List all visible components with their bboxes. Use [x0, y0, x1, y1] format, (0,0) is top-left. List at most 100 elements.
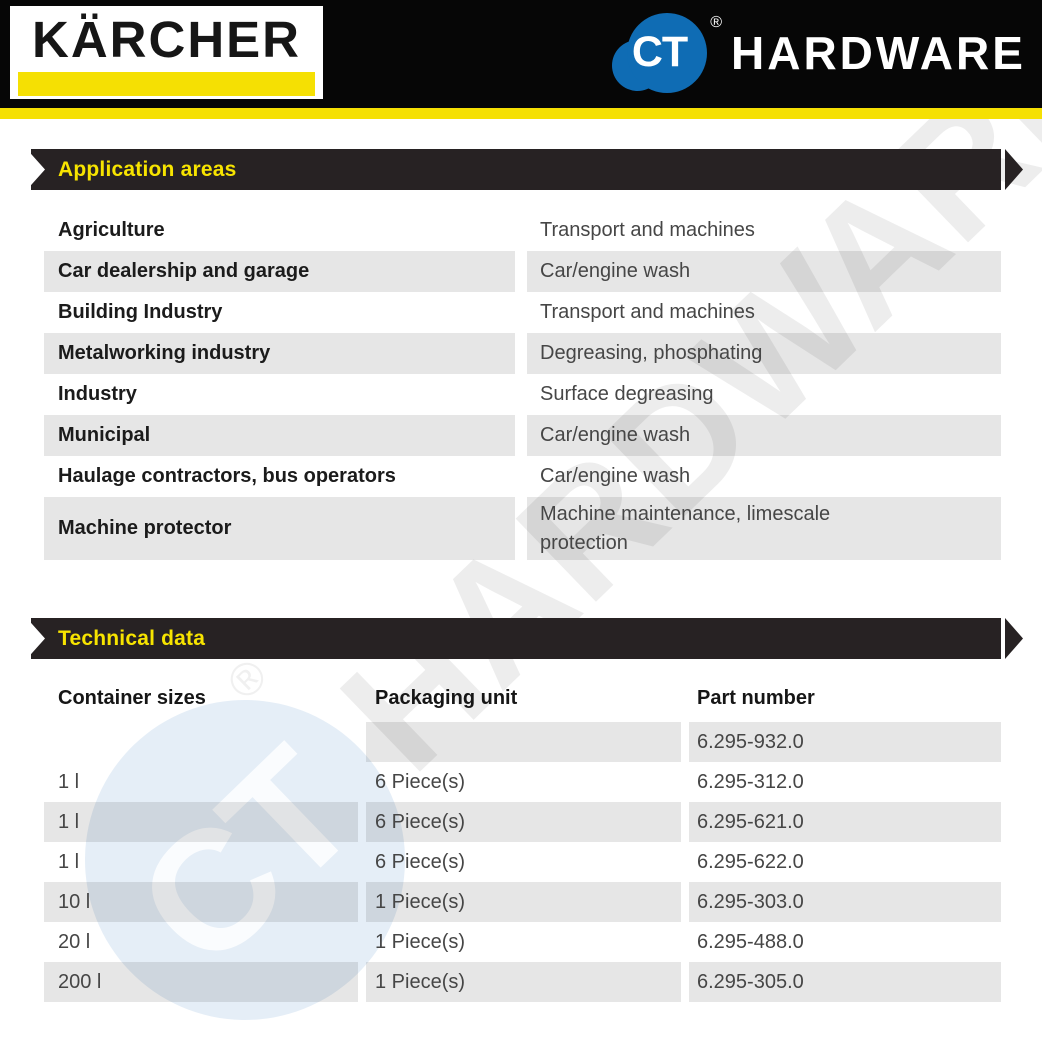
application-areas-title: Application areas — [58, 158, 237, 181]
application-area-label: Building Industry — [58, 301, 223, 323]
karcher-logo-text: KÄRCHER — [32, 11, 301, 68]
container-size-cell: 10 l — [44, 882, 358, 922]
container-size-value: 1 l — [58, 850, 80, 873]
container-size-value: 200 l — [58, 970, 102, 993]
ct-cloud-icon: CT ® — [612, 13, 722, 93]
application-use-cell: Machine maintenance, limescale protectio… — [527, 497, 1001, 560]
banner-arrow-icon — [1005, 149, 1023, 190]
technical-data-banner: Technical data — [31, 618, 1023, 659]
application-area-cell: Industry — [44, 374, 515, 415]
application-area-cell: Machine protector — [44, 497, 515, 560]
application-area-cell: Metalworking industry — [44, 333, 515, 374]
application-use-cell: Car/engine wash — [527, 415, 1001, 456]
application-table-row: Metalworking industry Degreasing, phosph… — [44, 333, 1001, 374]
ct-logo-text: CT — [631, 28, 688, 76]
application-use-cell: Degreasing, phosphating — [527, 333, 1001, 374]
application-use-value: Machine maintenance, limescale protectio… — [540, 502, 831, 554]
packaging-unit-cell — [366, 722, 681, 762]
technical-table-row: 6.295-932.0 — [44, 722, 1001, 762]
application-area-label: Car dealership and garage — [58, 260, 310, 282]
application-use-value: Transport and machines — [540, 301, 755, 323]
part-number-value: 6.295-932.0 — [697, 730, 804, 753]
application-use-cell: Transport and machines — [527, 210, 1001, 251]
packaging-unit-value: 1 Piece(s) — [375, 970, 466, 993]
container-size-cell: 1 l — [44, 842, 358, 882]
application-table-row: Car dealership and garage Car/engine was… — [44, 251, 1001, 292]
application-use-value: Car/engine wash — [540, 260, 691, 282]
part-number-value: 6.295-488.0 — [697, 930, 804, 953]
technical-table-header: Container sizes Packaging unit Part numb… — [44, 683, 1001, 713]
hardware-logo-text: HARDWARE — [731, 27, 1026, 79]
banner-arrow-icon — [1005, 618, 1023, 659]
part-number-value: 6.295-312.0 — [697, 770, 804, 793]
application-table-row: Industry Surface degreasing — [44, 374, 1001, 415]
part-number-cell: 6.295-312.0 — [689, 762, 1001, 802]
application-areas-table: Agriculture Transport and machines Car d… — [44, 210, 1001, 560]
application-use-cell: Car/engine wash — [527, 456, 1001, 497]
technical-table-row: 10 l 1 Piece(s) 6.295-303.0 — [44, 882, 1001, 922]
packaging-unit-value: 6 Piece(s) — [375, 850, 466, 873]
packaging-unit-value: 1 Piece(s) — [375, 890, 466, 913]
application-table-row: Municipal Car/engine wash — [44, 415, 1001, 456]
application-area-cell: Haulage contractors, bus operators — [44, 456, 515, 497]
container-size-value: 1 l — [58, 770, 80, 793]
packaging-unit-cell: 6 Piece(s) — [366, 842, 681, 882]
packaging-unit-cell: 6 Piece(s) — [366, 802, 681, 842]
header-yellow-strip — [0, 108, 1042, 119]
application-table-row: Haulage contractors, bus operators Car/e… — [44, 456, 1001, 497]
application-area-cell: Agriculture — [44, 210, 515, 251]
part-number-cell: 6.295-622.0 — [689, 842, 1001, 882]
packaging-unit-value: 1 Piece(s) — [375, 930, 466, 953]
packaging-unit-cell: 1 Piece(s) — [366, 962, 681, 1002]
container-size-cell: 1 l — [44, 762, 358, 802]
column-header-packaging-unit: Packaging unit — [375, 687, 518, 709]
application-table-row: Agriculture Transport and machines — [44, 210, 1001, 251]
container-size-cell: 20 l — [44, 922, 358, 962]
part-number-cell: 6.295-932.0 — [689, 722, 1001, 762]
column-header-container-sizes: Container sizes — [58, 687, 206, 709]
ct-hardware-logo: CT ® HARDWARE — [612, 13, 1026, 93]
packaging-unit-cell: 6 Piece(s) — [366, 762, 681, 802]
technical-table-row: 20 l 1 Piece(s) 6.295-488.0 — [44, 922, 1001, 962]
container-size-value: 10 l — [58, 890, 91, 913]
banner-bar — [31, 618, 1001, 659]
application-areas-banner: Application areas — [31, 149, 1023, 190]
application-use-value: Car/engine wash — [540, 424, 691, 446]
application-table-row: Building Industry Transport and machines — [44, 292, 1001, 333]
registered-trademark-mark: ® — [710, 14, 722, 31]
application-table-row: Machine protector Machine maintenance, l… — [44, 497, 1001, 560]
container-size-cell: 200 l — [44, 962, 358, 1002]
karcher-logo-yellow-bar — [18, 72, 315, 96]
part-number-cell: 6.295-303.0 — [689, 882, 1001, 922]
banner-bar — [31, 149, 1001, 190]
part-number-cell: 6.295-305.0 — [689, 962, 1001, 1002]
part-number-value: 6.295-303.0 — [697, 890, 804, 913]
application-use-value: Surface degreasing — [540, 383, 714, 405]
container-size-value: 20 l — [58, 930, 91, 953]
packaging-unit-cell: 1 Piece(s) — [366, 922, 681, 962]
technical-table-row: 1 l 6 Piece(s) 6.295-312.0 — [44, 762, 1001, 802]
technical-table-row: 200 l 1 Piece(s) 6.295-305.0 — [44, 962, 1001, 1002]
packaging-unit-cell: 1 Piece(s) — [366, 882, 681, 922]
application-use-cell: Transport and machines — [527, 292, 1001, 333]
part-number-cell: 6.295-488.0 — [689, 922, 1001, 962]
application-area-label: Municipal — [58, 424, 151, 446]
document-body: Application areas Agriculture Transport … — [0, 149, 1042, 1002]
technical-table-row: 1 l 6 Piece(s) 6.295-622.0 — [44, 842, 1001, 882]
application-area-label: Metalworking industry — [58, 342, 271, 364]
application-use-value: Car/engine wash — [540, 465, 691, 487]
application-use-cell: Surface degreasing — [527, 374, 1001, 415]
application-area-cell: Building Industry — [44, 292, 515, 333]
application-area-label: Agriculture — [58, 219, 165, 241]
part-number-value: 6.295-621.0 — [697, 810, 804, 833]
container-size-cell: 1 l — [44, 802, 358, 842]
application-area-label: Industry — [58, 383, 137, 405]
karcher-logo: KÄRCHER — [10, 6, 323, 99]
technical-data-table: 6.295-932.0 1 l 6 Piece(s) 6.295-312.0 1… — [44, 722, 1001, 1002]
container-size-cell — [44, 722, 358, 762]
page-header: KÄRCHER CT ® HARDWARE — [0, 0, 1042, 108]
packaging-unit-value: 6 Piece(s) — [375, 810, 466, 833]
container-size-value: 1 l — [58, 810, 80, 833]
packaging-unit-value: 6 Piece(s) — [375, 770, 466, 793]
technical-data-title: Technical data — [58, 627, 206, 650]
